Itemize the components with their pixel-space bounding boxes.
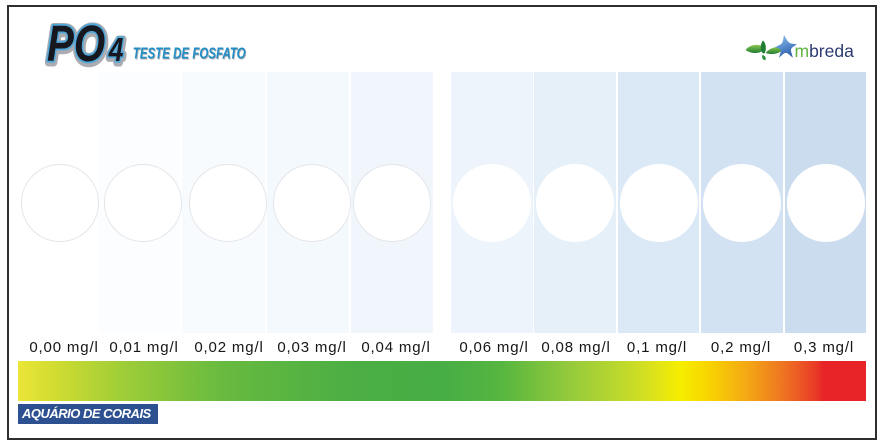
svg-text:PO: PO [47,14,105,72]
svg-text:TESTE DE FOSFATO: TESTE DE FOSFATO [133,43,246,61]
svg-text:TESTE DE FOSFATO: TESTE DE FOSFATO [134,45,247,63]
svg-text:PO: PO [48,16,106,72]
svg-text:4: 4 [108,34,124,70]
svg-text:mbreda: mbreda [795,41,855,61]
svg-text:4: 4 [108,32,124,68]
